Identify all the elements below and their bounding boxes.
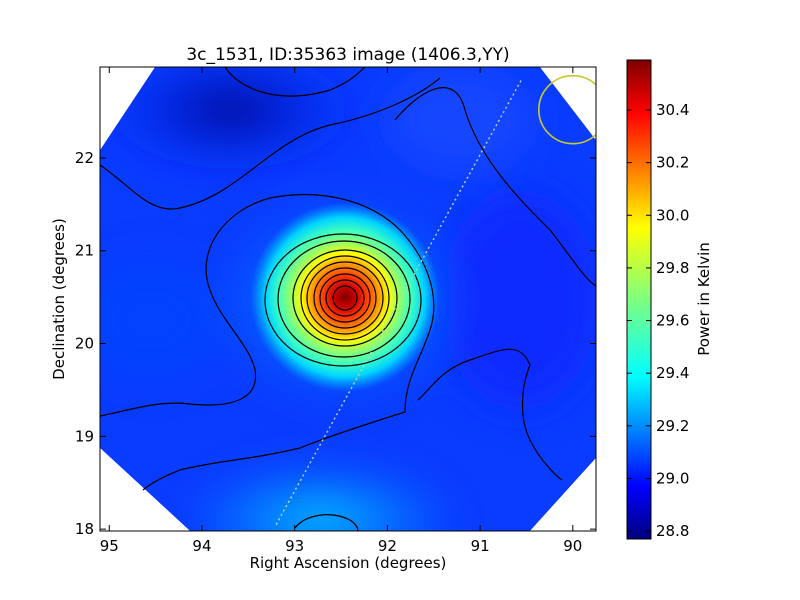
- contour: [292, 249, 398, 347]
- colorbar-tick-label: 29.8: [656, 259, 689, 277]
- corner-mask: [100, 67, 155, 150]
- contour: [277, 240, 411, 358]
- corner-mask: [530, 458, 596, 531]
- x-tick-label: 90: [563, 537, 582, 555]
- chart-title: 3c_1531, ID:35363 image (1406.3,YY): [186, 45, 509, 65]
- plot-frame: [99, 66, 597, 532]
- x-tick-label: 91: [471, 537, 490, 555]
- contour: [319, 273, 371, 323]
- x-axis: 95 94 93 92 91 90: [100, 67, 582, 555]
- contour: [417, 348, 563, 481]
- contour: [294, 514, 359, 531]
- x-tick-label: 94: [192, 537, 211, 555]
- colorbar-tick-label: 29.0: [656, 469, 689, 487]
- y-tick-label: 18: [75, 520, 94, 538]
- colorbar-tick-label: 30.0: [656, 206, 689, 224]
- colorbar-tick-label: 28.8: [656, 522, 689, 540]
- x-tick-label: 93: [285, 537, 304, 555]
- y-tick-label: 19: [75, 427, 94, 445]
- colorbar-tick-label: 29.4: [656, 364, 689, 382]
- contour: [300, 255, 390, 341]
- contour: [332, 285, 358, 311]
- contour: [313, 267, 377, 329]
- y-axis: 18 19 20 21 22: [75, 149, 596, 538]
- contour: [100, 77, 441, 210]
- colorbar-ticks: 28.8 29.0 29.2 29.4 29.6 29.8 30.0 30.2 30.4: [627, 101, 689, 540]
- contour: [264, 233, 422, 367]
- y-tick-label: 22: [75, 149, 94, 167]
- x-axis-label: Right Ascension (degrees): [250, 554, 447, 572]
- corner-mask: [540, 67, 596, 140]
- contour: [100, 193, 435, 491]
- x-tick-label: 92: [378, 537, 397, 555]
- corner-mask: [100, 448, 190, 531]
- colorbar-tick-label: 30.2: [656, 154, 689, 172]
- contour: [394, 87, 596, 287]
- y-tick-label: 20: [75, 335, 94, 353]
- y-axis-label: Declination (degrees): [50, 218, 68, 380]
- colorbar-tick-label: 29.2: [656, 417, 689, 435]
- circle-marker: [538, 74, 596, 145]
- contour-lines: [100, 67, 596, 531]
- contour: [306, 261, 384, 335]
- colorbar-label: Power in Kelvin: [695, 242, 713, 356]
- colorbar-tick-label: 29.6: [656, 312, 689, 330]
- colorbar-tick-label: 30.4: [656, 101, 689, 119]
- contour: [224, 67, 366, 97]
- colorbar: [626, 59, 652, 540]
- contour: [325, 279, 365, 317]
- y-tick-label: 21: [75, 242, 94, 260]
- x-tick-label: 95: [100, 537, 119, 555]
- heatmap-image: [100, 67, 596, 531]
